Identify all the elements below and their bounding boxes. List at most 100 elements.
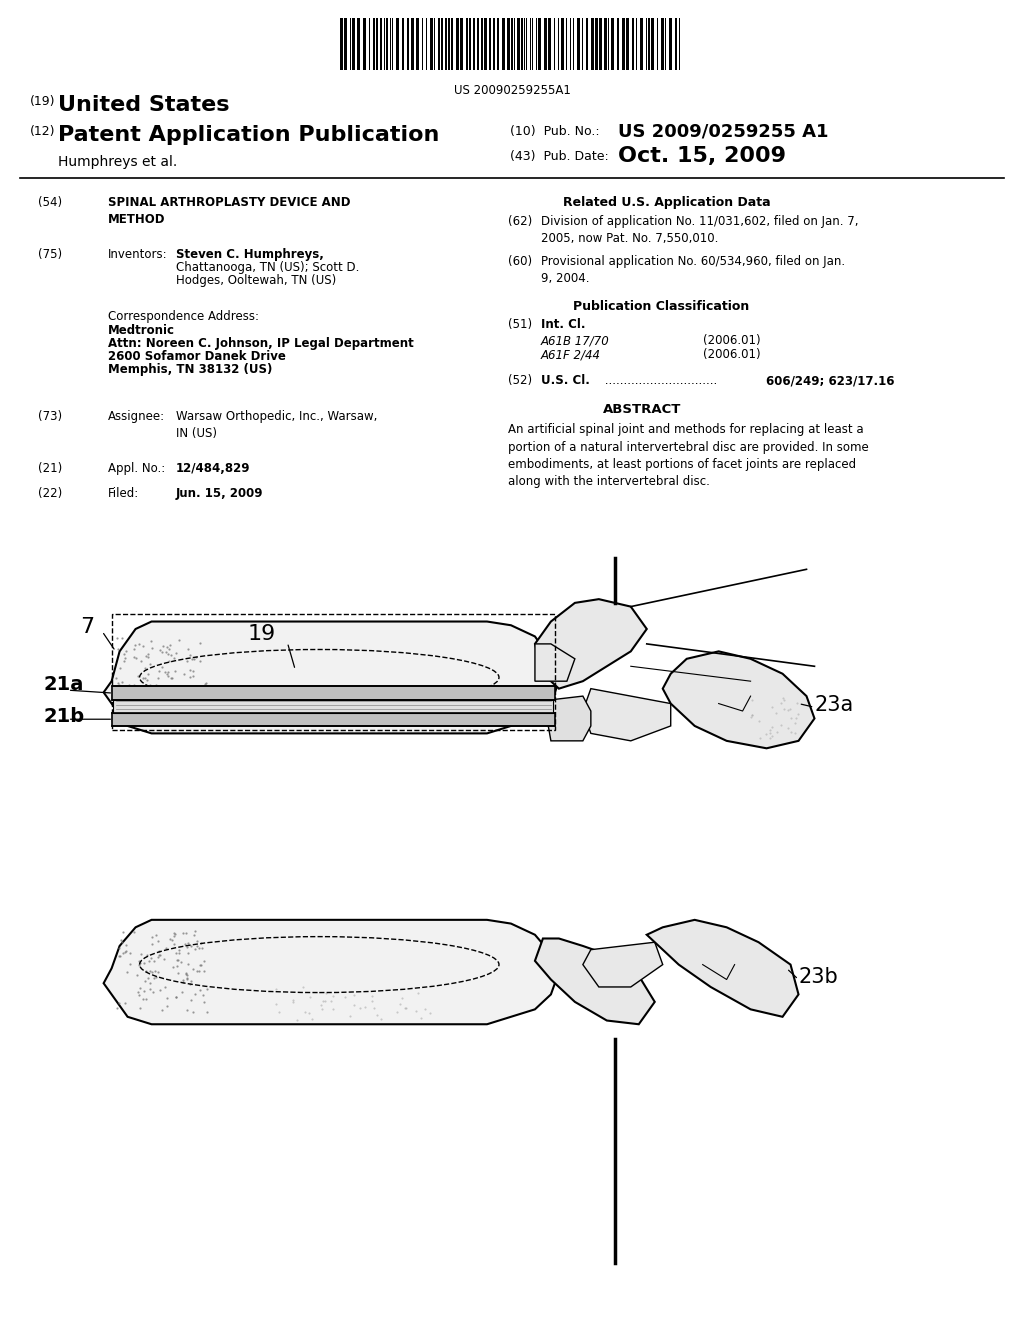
- Polygon shape: [535, 644, 574, 681]
- Text: Related U.S. Application Data: Related U.S. Application Data: [563, 195, 771, 209]
- Text: SPINAL ARTHROPLASTY DEVICE AND
METHOD: SPINAL ARTHROPLASTY DEVICE AND METHOD: [108, 195, 350, 226]
- Text: Memphis, TN 38132 (US): Memphis, TN 38132 (US): [108, 363, 272, 376]
- Bar: [493, 18, 495, 70]
- Text: Steven C. Humphreys,: Steven C. Humphreys,: [176, 248, 324, 261]
- Text: US 20090259255A1: US 20090259255A1: [454, 84, 570, 96]
- Text: (12): (12): [30, 125, 55, 139]
- Bar: [407, 18, 409, 70]
- Text: Patent Application Publication: Patent Application Publication: [58, 125, 439, 145]
- Bar: [626, 18, 629, 70]
- Text: 606/249; 623/17.16: 606/249; 623/17.16: [766, 374, 895, 387]
- Bar: [376, 18, 378, 70]
- Bar: [396, 18, 399, 70]
- Bar: [112, 686, 555, 700]
- Bar: [611, 18, 614, 70]
- Text: (10)  Pub. No.:: (10) Pub. No.:: [510, 125, 600, 139]
- Bar: [507, 18, 510, 70]
- Bar: [561, 18, 564, 70]
- Bar: [595, 18, 598, 70]
- Bar: [511, 18, 513, 70]
- Text: Humphreys et al.: Humphreys et al.: [58, 154, 177, 169]
- Bar: [502, 18, 505, 70]
- Text: Oct. 15, 2009: Oct. 15, 2009: [618, 147, 786, 166]
- Text: 21b: 21b: [44, 708, 85, 726]
- Text: (21): (21): [38, 462, 62, 475]
- Bar: [662, 18, 664, 70]
- Text: 19: 19: [248, 624, 275, 644]
- Polygon shape: [547, 696, 591, 741]
- Bar: [477, 18, 479, 70]
- Text: Hodges, Ooltewah, TN (US): Hodges, Ooltewah, TN (US): [176, 275, 336, 286]
- Polygon shape: [103, 920, 559, 1024]
- Text: Provisional application No. 60/534,960, filed on Jan.
9, 2004.: Provisional application No. 60/534,960, …: [541, 255, 845, 285]
- Polygon shape: [535, 939, 654, 1024]
- Bar: [599, 18, 602, 70]
- Bar: [591, 18, 594, 70]
- Bar: [622, 18, 625, 70]
- Bar: [648, 18, 650, 70]
- Text: (62): (62): [508, 215, 532, 228]
- Bar: [114, 700, 553, 713]
- Bar: [632, 18, 634, 70]
- Text: US 2009/0259255 A1: US 2009/0259255 A1: [618, 123, 828, 141]
- Text: U.S. Cl.: U.S. Cl.: [541, 374, 590, 387]
- Bar: [438, 18, 440, 70]
- Bar: [669, 18, 672, 70]
- Bar: [430, 18, 433, 70]
- Polygon shape: [535, 599, 647, 689]
- Text: An artificial spinal joint and methods for replacing at least a
portion of a nat: An artificial spinal joint and methods f…: [508, 422, 868, 488]
- Bar: [112, 614, 555, 730]
- Text: Int. Cl.: Int. Cl.: [541, 318, 586, 331]
- Bar: [484, 18, 487, 70]
- Bar: [481, 18, 483, 70]
- Text: (2006.01): (2006.01): [703, 348, 761, 360]
- Bar: [451, 18, 453, 70]
- Text: 21a: 21a: [44, 675, 84, 694]
- Text: A61F 2/44: A61F 2/44: [541, 348, 601, 360]
- Text: 12/484,829: 12/484,829: [176, 462, 251, 475]
- Text: (60): (60): [508, 255, 532, 268]
- Text: (19): (19): [30, 95, 55, 108]
- Bar: [460, 18, 463, 70]
- Text: Division of application No. 11/031,602, filed on Jan. 7,
2005, now Pat. No. 7,55: Division of application No. 11/031,602, …: [541, 215, 858, 246]
- Bar: [411, 18, 414, 70]
- Text: Chattanooga, TN (US); Scott D.: Chattanooga, TN (US); Scott D.: [176, 261, 359, 275]
- Text: ABSTRACT: ABSTRACT: [603, 403, 681, 416]
- Polygon shape: [583, 942, 663, 987]
- Bar: [538, 18, 541, 70]
- Text: (75): (75): [38, 248, 62, 261]
- Text: Jun. 15, 2009: Jun. 15, 2009: [176, 487, 263, 500]
- Text: 23b: 23b: [799, 968, 839, 987]
- Bar: [640, 18, 643, 70]
- Bar: [386, 18, 388, 70]
- Text: United States: United States: [58, 95, 229, 115]
- Polygon shape: [663, 651, 814, 748]
- Bar: [449, 18, 450, 70]
- Text: 2600 Sofamor Danek Drive: 2600 Sofamor Danek Drive: [108, 350, 286, 363]
- Bar: [497, 18, 499, 70]
- Text: Warsaw Orthopedic, Inc., Warsaw,
IN (US): Warsaw Orthopedic, Inc., Warsaw, IN (US): [176, 411, 378, 440]
- Polygon shape: [647, 920, 799, 1016]
- Bar: [548, 18, 551, 70]
- Bar: [517, 18, 520, 70]
- Polygon shape: [583, 689, 671, 741]
- Bar: [469, 18, 471, 70]
- Bar: [402, 18, 404, 70]
- Bar: [456, 18, 459, 70]
- Bar: [651, 18, 654, 70]
- Bar: [362, 18, 366, 70]
- Bar: [380, 18, 382, 70]
- Text: Attn: Noreen C. Johnson, IP Legal Department: Attn: Noreen C. Johnson, IP Legal Depart…: [108, 337, 414, 350]
- Text: ..............................: ..............................: [601, 374, 717, 387]
- Text: (2006.01): (2006.01): [703, 334, 761, 347]
- Text: Publication Classification: Publication Classification: [573, 300, 750, 313]
- Bar: [473, 18, 475, 70]
- Text: 7: 7: [80, 616, 94, 636]
- Bar: [521, 18, 523, 70]
- Text: A61B 17/70: A61B 17/70: [541, 334, 609, 347]
- Text: Appl. No.:: Appl. No.:: [108, 462, 165, 475]
- Bar: [373, 18, 375, 70]
- Bar: [675, 18, 677, 70]
- Bar: [112, 713, 555, 726]
- Text: Filed:: Filed:: [108, 487, 139, 500]
